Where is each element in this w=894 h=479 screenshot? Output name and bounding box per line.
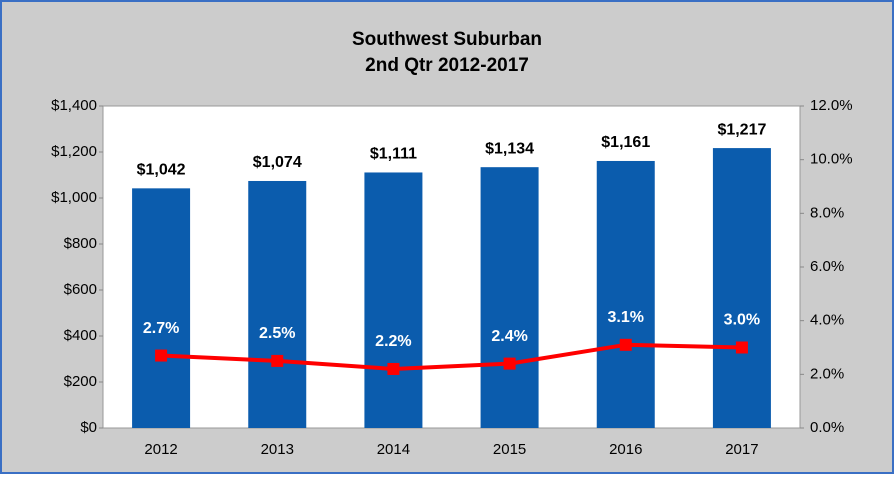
y-tick-label: $400 bbox=[64, 327, 97, 344]
chart-subtitle: 2nd Qtr 2012-2017 bbox=[365, 55, 529, 76]
line bbox=[160, 342, 742, 371]
line-value-label: 2.4% bbox=[491, 328, 527, 345]
y-tick-label: $600 bbox=[64, 281, 97, 298]
bar-value-label: $1,161 bbox=[601, 134, 650, 151]
line-value-label: 2.5% bbox=[259, 325, 295, 342]
x-tick-label: 2017 bbox=[725, 441, 758, 458]
bar bbox=[132, 188, 191, 428]
bar bbox=[364, 172, 423, 428]
y2-tick-label: 2.0% bbox=[810, 365, 844, 382]
line-marker bbox=[619, 338, 632, 351]
bar bbox=[248, 180, 307, 428]
y2-tick-label: 4.0% bbox=[810, 312, 844, 329]
y-tick-label: $1,400 bbox=[51, 97, 97, 114]
x-tick-label: 2012 bbox=[144, 441, 177, 458]
line-marker bbox=[155, 349, 168, 362]
chart-title: Southwest Suburban bbox=[352, 29, 542, 50]
x-tick-label: 2016 bbox=[609, 441, 642, 458]
y2-tick-label: 8.0% bbox=[810, 204, 844, 221]
line-marker bbox=[503, 357, 516, 370]
y2-tick-label: 12.0% bbox=[810, 97, 853, 114]
x-tick-label: 2014 bbox=[377, 441, 410, 458]
y-tick-label: $1,200 bbox=[51, 143, 97, 160]
line-value-label: 2.7% bbox=[143, 320, 179, 337]
y2-tick-label: 0.0% bbox=[810, 419, 844, 436]
bar-value-label: $1,111 bbox=[370, 146, 417, 163]
line-value-label: 3.1% bbox=[608, 309, 644, 326]
bar-value-label: $1,074 bbox=[253, 154, 302, 171]
bar-value-label: $1,042 bbox=[137, 162, 186, 179]
line-marker bbox=[271, 354, 284, 367]
line-marker bbox=[735, 341, 748, 354]
y-tick-label: $200 bbox=[64, 373, 97, 390]
line-value-label: 3.0% bbox=[724, 312, 760, 329]
y-tick-label: $0 bbox=[80, 419, 97, 436]
bar-value-label: $1,134 bbox=[485, 140, 534, 157]
y-tick-label: $800 bbox=[64, 235, 97, 252]
bar-value-label: $1,217 bbox=[717, 121, 766, 138]
bar bbox=[712, 148, 771, 428]
plot-area bbox=[102, 105, 801, 429]
line-marker bbox=[387, 362, 400, 375]
y-tick-label: $1,000 bbox=[51, 189, 97, 206]
x-tick-label: 2015 bbox=[493, 441, 526, 458]
line-value-label: 2.2% bbox=[375, 333, 411, 350]
x-tick-label: 2013 bbox=[261, 441, 294, 458]
bar bbox=[596, 160, 655, 428]
bar bbox=[480, 167, 539, 428]
y2-tick-label: 10.0% bbox=[810, 151, 853, 168]
y2-tick-label: 6.0% bbox=[810, 258, 844, 275]
